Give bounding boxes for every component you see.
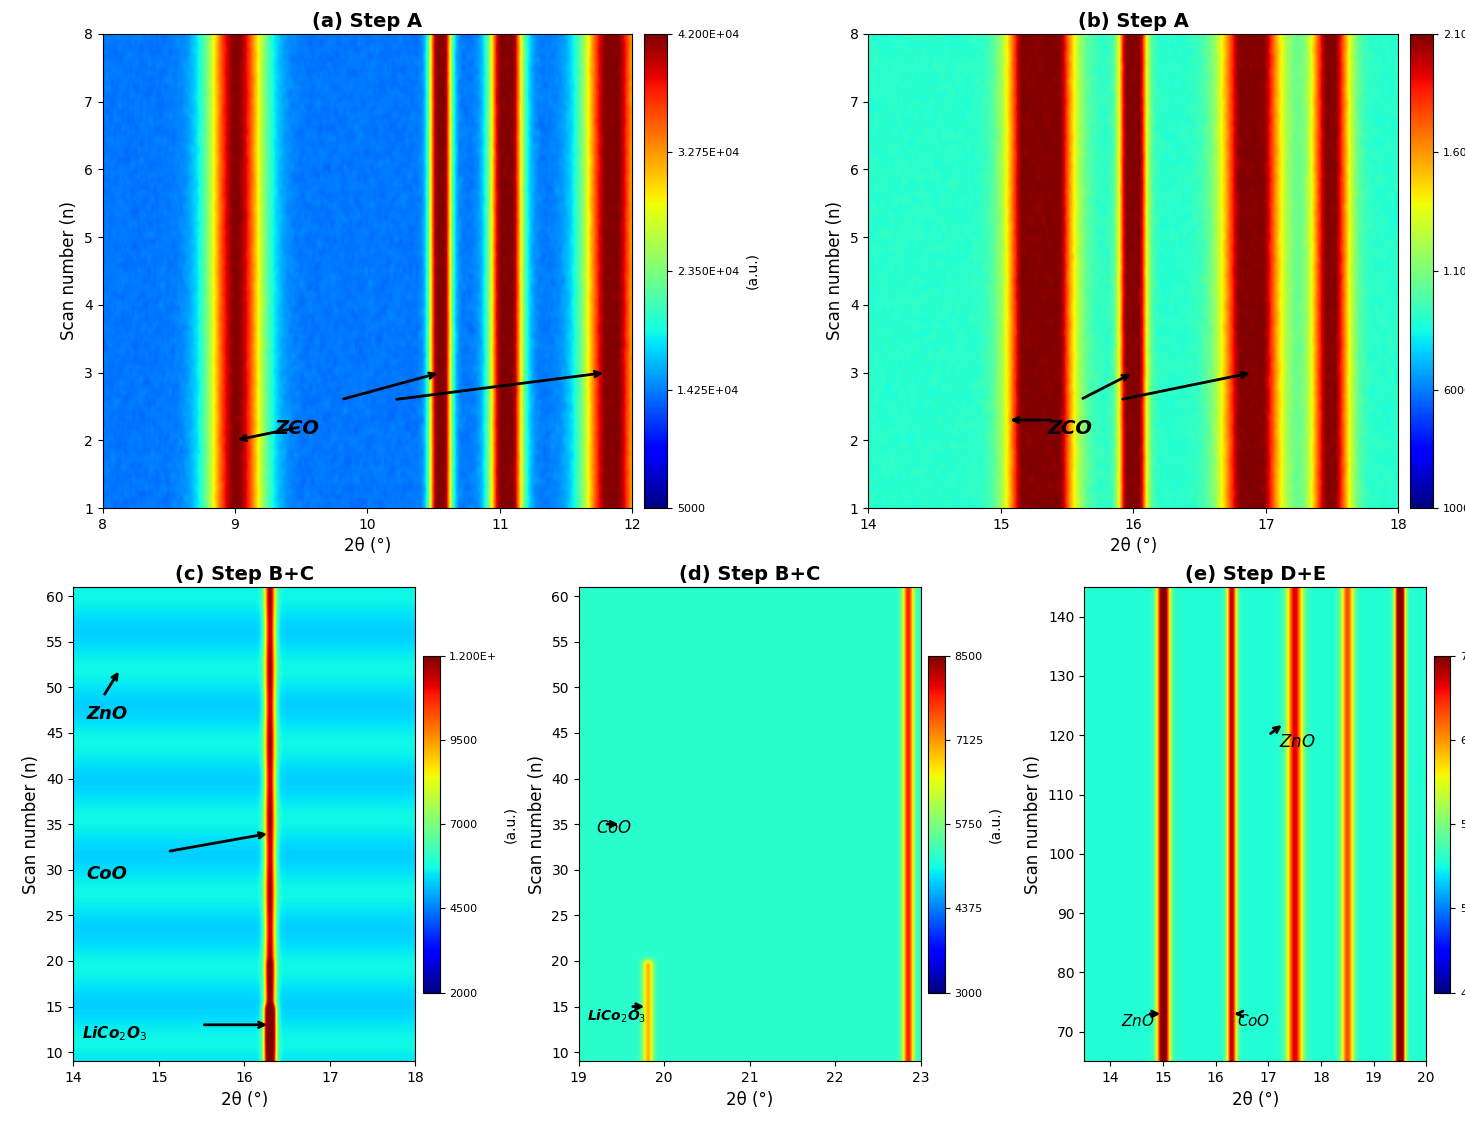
X-axis label: 2θ (°): 2θ (°) [221,1091,268,1109]
Text: ZCO: ZCO [275,419,319,438]
Text: $\it{CoO}$: $\it{CoO}$ [596,820,631,838]
X-axis label: 2θ (°): 2θ (°) [727,1091,774,1109]
Y-axis label: Scan number (n): Scan number (n) [1024,754,1042,894]
Title: (d) Step B+C: (d) Step B+C [678,566,820,584]
Text: $\it{ZnO}$: $\it{ZnO}$ [1121,1013,1154,1029]
Text: CoO: CoO [86,865,127,883]
Y-axis label: (a.u.): (a.u.) [746,253,759,289]
Title: (e) Step D+E: (e) Step D+E [1185,566,1326,584]
Y-axis label: Scan number (n): Scan number (n) [22,754,41,894]
Text: ZCO: ZCO [1047,419,1093,438]
Y-axis label: Scan number (n): Scan number (n) [527,754,546,894]
Title: (a) Step A: (a) Step A [312,12,422,30]
Y-axis label: (a.u.): (a.u.) [502,806,517,842]
X-axis label: 2θ (°): 2θ (°) [1232,1091,1279,1109]
Y-axis label: Scan number (n): Scan number (n) [826,201,844,341]
Title: (c) Step B+C: (c) Step B+C [174,566,314,584]
Text: $\it{CoO}$: $\it{CoO}$ [1236,1013,1270,1029]
X-axis label: 2θ (°): 2θ (°) [1109,537,1157,555]
Text: LiCo$_2$O$_3$: LiCo$_2$O$_3$ [82,1024,146,1043]
Text: ZnO: ZnO [86,706,127,724]
Text: $\it{ZnO}$: $\it{ZnO}$ [1279,733,1316,751]
Title: (b) Step A: (b) Step A [1078,12,1188,30]
X-axis label: 2θ (°): 2θ (°) [344,537,391,555]
Y-axis label: (a.u.): (a.u.) [989,806,1002,842]
Text: LiCo$_2$O$_3$: LiCo$_2$O$_3$ [587,1007,646,1025]
Y-axis label: Scan number (n): Scan number (n) [60,201,79,341]
